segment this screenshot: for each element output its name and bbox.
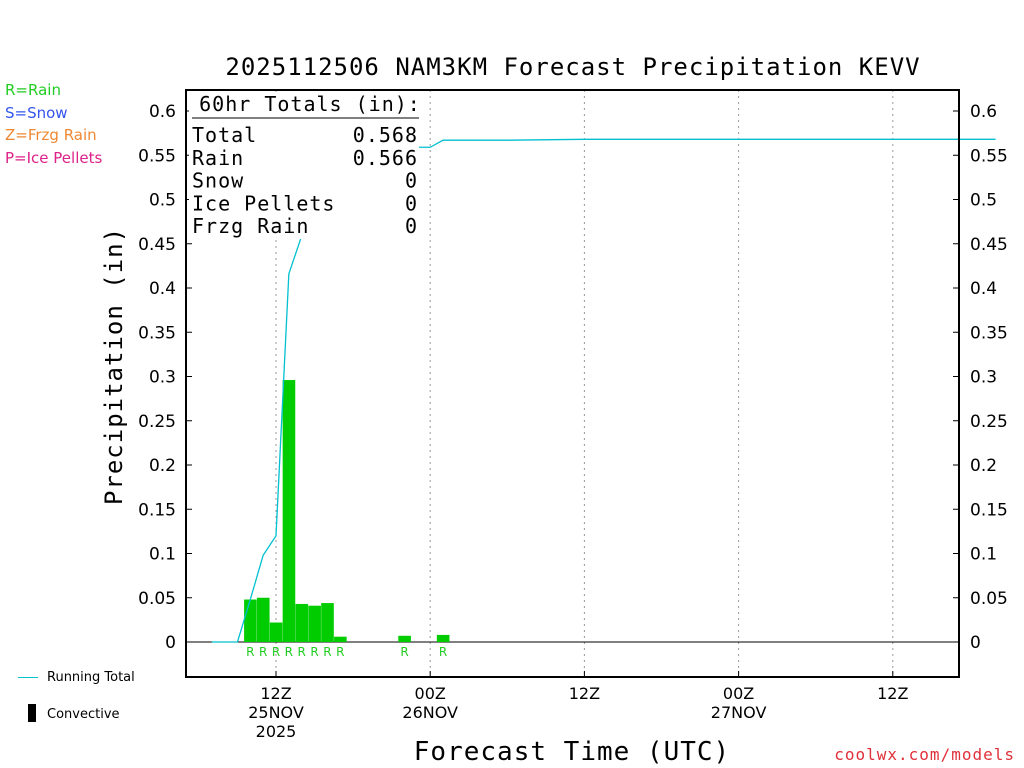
running-total-legend-line [18,677,38,678]
ptype-label: R [323,645,331,659]
y-tick-label-right: 0.15 [970,500,1008,520]
totals-row-value: 0.568 [353,123,418,147]
y-tick-label-left: 0.5 [149,191,176,211]
legend-snow: S=Snow [5,104,68,122]
credit-text: coolwx.com/models [834,745,1015,764]
y-tick-label-left: 0.2 [149,456,176,476]
legend-freezing-rain: Z=Frzg Rain [5,126,97,144]
ptype-label: R [310,645,318,659]
totals-row-value: 0 [405,169,418,193]
precip-bar [334,636,347,642]
totals-row-value: 0.566 [353,146,418,170]
running-total-legend-label: Running Total [47,670,135,685]
y-tick-label-left: 0.15 [138,500,176,520]
y-tick-label-right: 0.55 [970,146,1008,166]
y-tick-label-right: 0.6 [970,102,997,122]
precip-bar [282,380,296,642]
convective-legend-label: Convective [47,707,120,722]
y-tick-label-right: 0.1 [970,545,997,565]
y-tick-label-right: 0.05 [970,589,1008,609]
chart-title: 2025112506 NAM3KM Forecast Precipitation… [225,53,920,81]
x-tick-label: 12Z [260,684,291,703]
legend-ice-pellets: P=Ice Pellets [5,149,103,167]
y-tick-label-right: 0 [970,633,981,653]
precip-bar [244,599,257,642]
y-tick-label-right: 0.35 [970,323,1008,343]
y-tick-label-left: 0 [165,633,176,653]
ptype-label: R [439,645,447,659]
y-tick-label-left: 0.4 [149,279,176,299]
y-tick-label-left: 0.3 [149,368,176,388]
y-tick-label-right: 0.5 [970,191,997,211]
y-axis-label: Precipitation (in) [100,227,128,505]
y-tick-label-right: 0.45 [970,235,1008,255]
totals-row-value: 0 [405,214,418,238]
x-tick-label: 12Z [877,684,908,703]
ptype-label: R [259,645,267,659]
precip-bar [436,634,450,642]
x-tick-label: 12Z [569,684,600,703]
plot-frame [185,89,960,678]
x-tick-label: 26NOV [402,703,458,722]
totals-box-bg [189,93,419,239]
totals-row-label: Frzg Rain [192,214,309,238]
y-tick-label-left: 0.55 [138,146,176,166]
precip-bar [308,605,321,642]
ptype-label: R [298,645,306,659]
y-tick-label-left: 0.1 [149,545,176,565]
y-tick-label-left: 0.35 [138,323,176,343]
totals-row-label: Snow [192,169,244,193]
ptype-label: R [272,645,280,659]
y-tick-label-right: 0.2 [970,456,997,476]
y-tick-label-right: 0.25 [970,412,1008,432]
y-tick-label-left: 0.05 [138,589,176,609]
y-tick-label-left: 0.25 [138,412,176,432]
ptype-label: R [336,645,344,659]
legend-rain: R=Rain [5,81,61,99]
y-tick-label-left: 0.45 [138,235,176,255]
x-axis-label: Forecast Time (UTC) [414,737,730,767]
totals-row-label: Total [192,123,257,147]
x-tick-label: 27NOV [711,703,767,722]
x-tick-label: 00Z [723,684,754,703]
totals-row-label: Ice Pellets [192,191,335,215]
x-tick-label: 25NOV [248,703,304,722]
totals-header: 60hr Totals (in): [199,92,421,116]
precip-bar [269,622,283,642]
precip-bar [256,597,270,642]
y-tick-label-right: 0.4 [970,279,997,299]
precip-bar [295,603,309,642]
y-tick-label-left: 0.6 [149,102,176,122]
y-tick-label-right: 0.3 [970,368,997,388]
totals-row-label: Rain [192,146,244,170]
precip-bar [398,635,411,642]
precip-bar [321,603,334,642]
ptype-label: R [400,645,408,659]
totals-row-value: 0 [405,191,418,215]
convective-legend-swatch [28,704,36,722]
ptype-label: R [246,645,254,659]
x-tick-label: 2025 [256,722,297,741]
ptype-label: R [285,645,293,659]
x-tick-label: 00Z [415,684,446,703]
